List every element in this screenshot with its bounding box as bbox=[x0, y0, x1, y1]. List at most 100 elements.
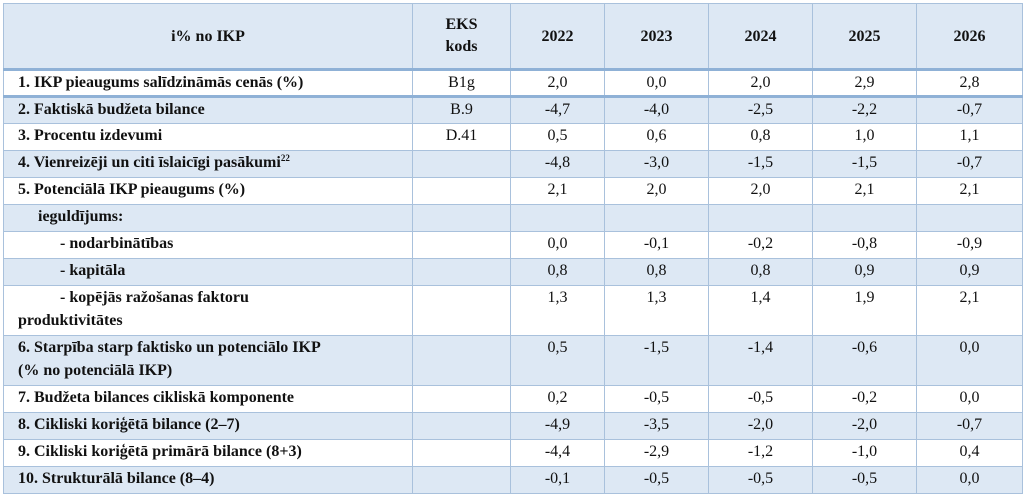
footnote-ref[interactable]: 22 bbox=[280, 153, 290, 163]
cell-2024: 2,0 bbox=[708, 69, 813, 98]
row-eks-code bbox=[412, 150, 511, 178]
row-label: 3. Procentu izdevumi bbox=[3, 123, 413, 151]
cell-2026: 2,8 bbox=[916, 69, 1023, 98]
cell-2026: 0,0 bbox=[916, 385, 1023, 413]
header-year-2025: 2025 bbox=[812, 3, 917, 71]
cell-2022: -4,8 bbox=[510, 150, 605, 178]
table-row: 5. Potenciālā IKP pieaugums (%) 2,1 2,0 … bbox=[3, 177, 1023, 205]
cell-2022: -4,7 bbox=[510, 96, 605, 124]
cell-2022: 0,2 bbox=[510, 385, 605, 413]
fiscal-indicators-table: i% no IKP EKS kods 2022 2023 2024 2025 2… bbox=[3, 3, 1023, 494]
header-year-2022: 2022 bbox=[510, 3, 605, 71]
cell-2024: 0,8 bbox=[708, 258, 813, 286]
row-label: ieguldījums: bbox=[3, 204, 413, 232]
cell-2024: -0,5 bbox=[708, 466, 813, 494]
cell-2022: 1,3 bbox=[510, 285, 605, 336]
cell-2025: 1,9 bbox=[812, 285, 917, 336]
header-year-2023: 2023 bbox=[604, 3, 709, 71]
cell-2024: 1,4 bbox=[708, 285, 813, 336]
cell-2025: -0,5 bbox=[812, 466, 917, 494]
header-eks-code: EKS kods bbox=[412, 3, 511, 71]
row-eks-code bbox=[412, 258, 511, 286]
row-eks-code bbox=[412, 385, 511, 413]
row-label: 8. Cikliski koriģētā bilance (2–7) bbox=[3, 412, 413, 440]
cell-2022: 0,5 bbox=[510, 123, 605, 151]
cell-2025: 2,9 bbox=[812, 69, 917, 98]
cell-2026: 0,4 bbox=[916, 439, 1023, 467]
table-row: - kopējās ražošanas faktoru produktivitāt… bbox=[3, 285, 1023, 336]
row-label-continuation: (% no potenciālā IKP) bbox=[18, 362, 173, 379]
row-eks-code bbox=[412, 231, 511, 259]
table-row: ieguldījums: bbox=[3, 204, 1023, 232]
row-eks-code: B1g bbox=[412, 69, 511, 98]
cell-2023: 0,8 bbox=[604, 258, 709, 286]
cell-2023: -0,1 bbox=[604, 231, 709, 259]
cell-2026: -0,7 bbox=[916, 150, 1023, 178]
header-year-2024: 2024 bbox=[708, 3, 813, 71]
cell-2023: -3,0 bbox=[604, 150, 709, 178]
header-eks-code-text: EKS kods bbox=[445, 16, 478, 55]
cell-2026: 2,1 bbox=[916, 285, 1023, 336]
row-label: 6. Starpība starp faktisko un potenciālo… bbox=[18, 339, 321, 356]
table-row: 10. Strukturālā bilance (8–4) -0,1 -0,5 … bbox=[3, 466, 1023, 494]
row-eks-code bbox=[412, 177, 511, 205]
cell-2025: -1,0 bbox=[812, 439, 917, 467]
row-label-cell: 6. Starpība starp faktisko un potenciālo… bbox=[3, 335, 413, 386]
cell-2023: 2,0 bbox=[604, 177, 709, 205]
cell-2024: -0,5 bbox=[708, 385, 813, 413]
cell-2023: -0,5 bbox=[604, 466, 709, 494]
cell-2024: -2,5 bbox=[708, 96, 813, 124]
row-eks-code bbox=[412, 412, 511, 440]
table-row: - nodarbinātības 0,0 -0,1 -0,2 -0,8 -0,9 bbox=[3, 231, 1023, 259]
cell-2025: -2,0 bbox=[812, 412, 917, 440]
header-row: i% no IKP EKS kods 2022 2023 2024 2025 2… bbox=[3, 3, 1023, 71]
row-label: 1. IKP pieaugums salīdzināmās cenās (%) bbox=[3, 69, 413, 98]
cell-2024: -2,0 bbox=[708, 412, 813, 440]
cell-2023: -0,5 bbox=[604, 385, 709, 413]
cell-2025: -0,2 bbox=[812, 385, 917, 413]
cell-2025: -0,8 bbox=[812, 231, 917, 259]
cell-2025: -1,5 bbox=[812, 150, 917, 178]
cell-2024 bbox=[708, 204, 813, 232]
cell-2022 bbox=[510, 204, 605, 232]
cell-2023: -4,0 bbox=[604, 96, 709, 124]
row-eks-code: B.9 bbox=[412, 96, 511, 124]
cell-2026: 1,1 bbox=[916, 123, 1023, 151]
cell-2023: -2,9 bbox=[604, 439, 709, 467]
cell-2025: 1,0 bbox=[812, 123, 917, 151]
cell-2022: -4,9 bbox=[510, 412, 605, 440]
cell-2026: -0,7 bbox=[916, 96, 1023, 124]
cell-2025 bbox=[812, 204, 917, 232]
cell-2026: 0,0 bbox=[916, 466, 1023, 494]
cell-2026: -0,7 bbox=[916, 412, 1023, 440]
cell-2024: -1,2 bbox=[708, 439, 813, 467]
cell-2023: 1,3 bbox=[604, 285, 709, 336]
cell-2026: 2,1 bbox=[916, 177, 1023, 205]
cell-2022: -4,4 bbox=[510, 439, 605, 467]
row-label: 10. Strukturālā bilance (8–4) bbox=[3, 466, 413, 494]
cell-2024: 2,0 bbox=[708, 177, 813, 205]
cell-2023: 0,6 bbox=[604, 123, 709, 151]
cell-2026: -0,9 bbox=[916, 231, 1023, 259]
row-eks-code bbox=[412, 285, 511, 336]
row-label: 5. Potenciālā IKP pieaugums (%) bbox=[3, 177, 413, 205]
header-year-2026: 2026 bbox=[916, 3, 1023, 71]
cell-2022: 0,0 bbox=[510, 231, 605, 259]
table-row: 2. Faktiskā budžeta bilance B.9 -4,7 -4,… bbox=[3, 96, 1023, 124]
cell-2022: -0,1 bbox=[510, 466, 605, 494]
row-label-cell: - kopējās ražošanas faktoru produktivitāt… bbox=[3, 285, 413, 336]
row-label: - nodarbinātības bbox=[3, 231, 413, 259]
cell-2023: 0,0 bbox=[604, 69, 709, 98]
cell-2026: 0,9 bbox=[916, 258, 1023, 286]
row-eks-code bbox=[412, 204, 511, 232]
table-row: - kapitāla 0,8 0,8 0,8 0,9 0,9 bbox=[3, 258, 1023, 286]
row-label: - kopējās ražošanas faktoru bbox=[60, 289, 249, 306]
cell-2024: -1,4 bbox=[708, 335, 813, 386]
cell-2023: -1,5 bbox=[604, 335, 709, 386]
table-row: 8. Cikliski koriģētā bilance (2–7) -4,9 … bbox=[3, 412, 1023, 440]
row-label: 7. Budžeta bilances cikliskā komponente bbox=[3, 385, 413, 413]
cell-2025: -2,2 bbox=[812, 96, 917, 124]
row-eks-code: D.41 bbox=[412, 123, 511, 151]
cell-2022: 0,8 bbox=[510, 258, 605, 286]
cell-2022: 2,0 bbox=[510, 69, 605, 98]
